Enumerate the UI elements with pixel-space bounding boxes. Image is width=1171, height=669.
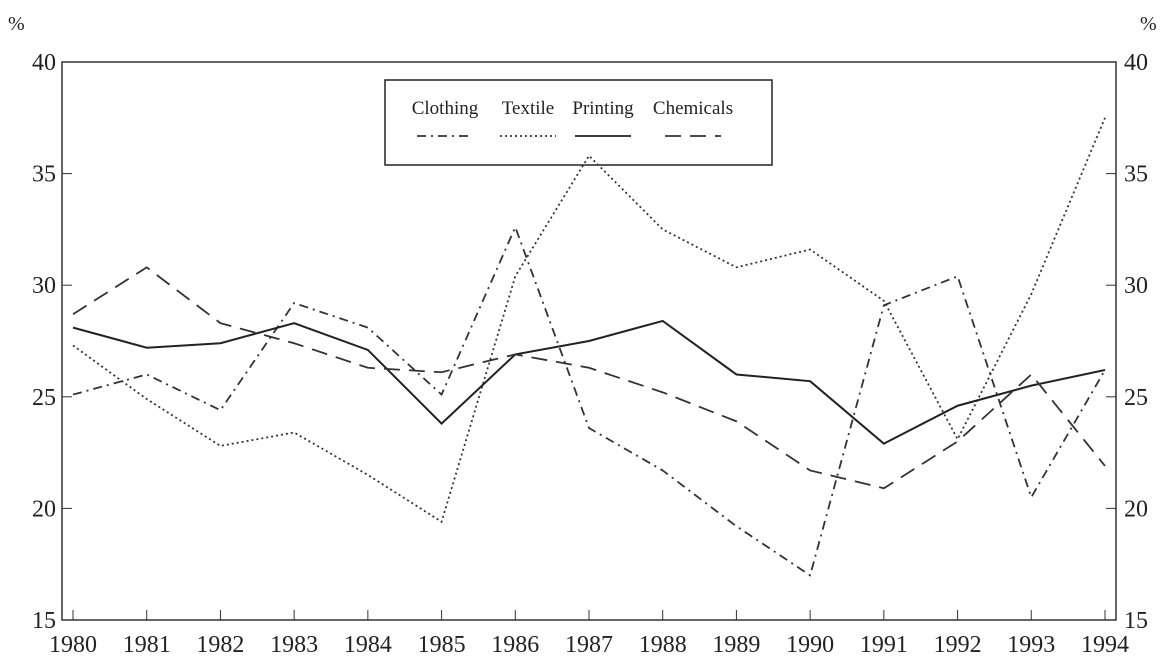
x-tick-label: 1983	[270, 632, 318, 658]
y-tick-label: 30	[32, 273, 56, 299]
x-tick-label: 1985	[418, 632, 466, 658]
x-tick-label: 1987	[565, 632, 613, 658]
legend-box	[384, 79, 773, 166]
series-line	[72, 319, 1106, 445]
legend-label: Printing	[572, 98, 634, 119]
y-tick-label: 40	[32, 50, 56, 76]
y2-tick-label: 30	[1124, 273, 1148, 299]
x-tick-label: 1993	[1007, 632, 1055, 658]
x-tick-label: 1982	[196, 632, 244, 658]
legend-label: Clothing	[412, 98, 479, 119]
series-line	[72, 266, 1106, 490]
y2-tick-label: 40	[1124, 50, 1148, 76]
series-line	[72, 224, 1106, 577]
series-line	[72, 117, 1106, 524]
x-tick-label: 1988	[639, 632, 687, 658]
y-tick-label: 15	[32, 608, 56, 634]
y2-tick-label: 20	[1124, 496, 1148, 522]
x-tick-label: 1981	[123, 632, 171, 658]
legend-label: Textile	[502, 98, 554, 119]
x-tick-label: 1989	[712, 632, 760, 658]
y2-tick-label: 25	[1124, 385, 1148, 411]
y-tick-label: 25	[32, 385, 56, 411]
x-tick-label: 1984	[344, 632, 392, 658]
y2-tick-label: 15	[1124, 608, 1148, 634]
y2-axis-label: %	[1140, 13, 1157, 35]
y-tick-label: 35	[32, 162, 56, 188]
legend-label: Chemicals	[653, 98, 733, 119]
x-tick-label: 1986	[491, 632, 539, 658]
x-tick-label: 1990	[786, 632, 834, 658]
x-tick-label: 1994	[1081, 632, 1129, 658]
x-tick-label: 1980	[49, 632, 97, 658]
y2-tick-label: 35	[1124, 162, 1148, 188]
y-axis-label: %	[8, 13, 25, 35]
x-tick-label: 1992	[934, 632, 982, 658]
y-tick-label: 20	[32, 496, 56, 522]
x-tick-label: 1991	[860, 632, 908, 658]
